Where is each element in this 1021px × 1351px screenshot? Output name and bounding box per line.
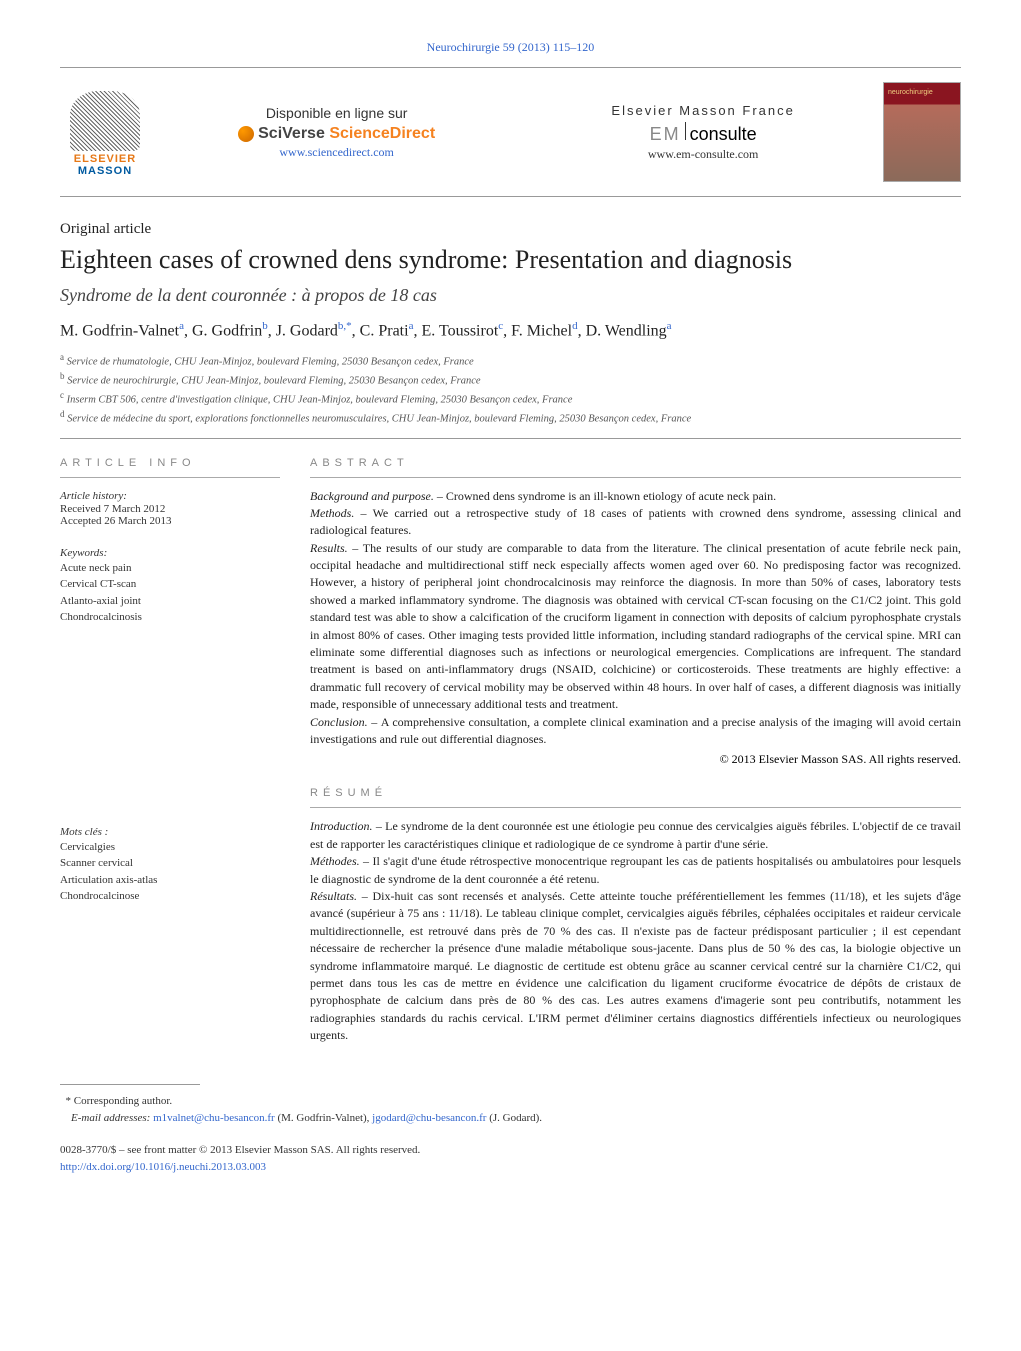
disponible-label: Disponible en ligne sur (238, 105, 435, 121)
journal-reference: Neurochirurgie 59 (2013) 115–120 (60, 40, 961, 55)
article-type: Original article (60, 221, 961, 238)
article-history: Article history: Received 7 March 2012 A… (60, 490, 280, 527)
em-label: EM (650, 124, 681, 145)
conclusion-text: A comprehensive consultation, a complete… (310, 715, 961, 746)
affiliation-d: Service de médecine du sport, exploratio… (67, 414, 691, 425)
keyword: Cervical CT-scan (60, 576, 280, 593)
abstract-body: Background and purpose. – Crowned dens s… (310, 488, 961, 749)
article-info-heading: ARTICLE INFO (60, 457, 280, 478)
elsevier-logo: ELSEVIER MASSON (60, 87, 150, 177)
author-list: M. Godfrin-Valneta, G. Godfrinb, J. Goda… (60, 320, 961, 340)
keywords-block: Keywords: Acute neck pain Cervical CT-sc… (60, 547, 280, 626)
issn-text: 0028-3770/$ – see front matter © 2013 El… (60, 1144, 420, 1156)
resume-heading: RÉSUMÉ (310, 787, 961, 808)
results-label: Results. – (310, 541, 363, 555)
history-label: Article history: (60, 490, 280, 502)
accepted-date: Accepted 26 March 2013 (60, 515, 280, 527)
motcle: Cervicalgies (60, 839, 280, 856)
motcle: Scanner cervical (60, 855, 280, 872)
elsevier-label: ELSEVIER (74, 153, 136, 165)
masson-france-label: Elsevier Masson France (611, 103, 794, 118)
methodes-label: Méthodes. – (310, 854, 372, 868)
publisher-banner: ELSEVIER MASSON Disponible en ligne sur … (60, 67, 961, 197)
article-title: Eighteen cases of crowned dens syndrome:… (60, 244, 961, 275)
masson-label: MASSON (78, 165, 132, 177)
issn-copyright-line: 0028-3770/$ – see front matter © 2013 El… (60, 1142, 961, 1175)
resultats-label: Résultats. – (310, 889, 372, 903)
keywords-label: Keywords: (60, 547, 280, 559)
methods-text: We carried out a retrospective study of … (310, 506, 961, 537)
keyword: Atlanto-axial joint (60, 593, 280, 610)
affiliation-a: Service de rhumatologie, CHU Jean-Minjoz… (67, 356, 474, 367)
abstract-copyright: © 2013 Elsevier Masson SAS. All rights r… (310, 752, 961, 767)
intro-label: Introduction. – (310, 819, 385, 833)
corresponding-author-footnote: * Corresponding author. E-mail addresses… (60, 1093, 961, 1126)
abstract-heading: ABSTRACT (310, 457, 961, 478)
sciencedirect-url[interactable]: www.sciencedirect.com (238, 145, 435, 160)
emconsulte-block: Elsevier Masson France EM consulte www.e… (611, 103, 794, 162)
background-text: Crowned dens syndrome is an ill-known et… (446, 489, 776, 503)
results-text: The results of our study are comparable … (310, 541, 961, 712)
consulte-label: consulte (690, 124, 757, 145)
affiliation-b: Service de neurochirurgie, CHU Jean-Minj… (67, 375, 480, 386)
resume-body: Introduction. – Le syndrome de la dent c… (310, 818, 961, 1044)
conclusion-label: Conclusion. – (310, 715, 381, 729)
sciencedirect-block: Disponible en ligne sur SciVerse Science… (238, 105, 435, 160)
affiliations: a Service de rhumatologie, CHU Jean-Minj… (60, 351, 961, 428)
doi-link[interactable]: http://dx.doi.org/10.1016/j.neuchi.2013.… (60, 1161, 266, 1173)
motcle: Articulation axis-atlas (60, 872, 280, 889)
intro-text: Le syndrome de la dent couronnée est une… (310, 819, 961, 850)
email-label: E-mail addresses: (71, 1112, 150, 1124)
methods-label: Methods. – (310, 506, 373, 520)
keyword: Chondrocalcinosis (60, 609, 280, 626)
divider (60, 438, 961, 439)
author-email-2-name: (J. Godard). (489, 1112, 542, 1124)
journal-cover-thumbnail (883, 82, 961, 182)
sciencedirect-label: ScienceDirect (329, 125, 435, 142)
keyword: Acute neck pain (60, 560, 280, 577)
methodes-text: Il s'agit d'une étude rétrospective mono… (310, 854, 961, 885)
em-divider-icon (685, 122, 686, 140)
received-date: Received 7 March 2012 (60, 503, 280, 515)
corresponding-label: Corresponding author. (74, 1095, 172, 1107)
motscles-label: Mots clés : (60, 826, 280, 838)
background-label: Background and purpose. – (310, 489, 446, 503)
resultats-text: Dix-huit cas sont recensés et analysés. … (310, 889, 961, 1042)
author-email-1-name: (M. Godfrin-Valnet), (277, 1112, 369, 1124)
motcle: Chondrocalcinose (60, 888, 280, 905)
affiliation-c: Inserm CBT 506, centre d'investigation c… (67, 395, 573, 406)
article-subtitle: Syndrome de la dent couronnée : à propos… (60, 285, 961, 306)
motscles-block: Mots clés : Cervicalgies Scanner cervica… (60, 826, 280, 905)
author-email-1[interactable]: m1valnet@chu-besancon.fr (153, 1112, 275, 1124)
emconsulte-url[interactable]: www.em-consulte.com (611, 147, 794, 162)
sciverse-label: SciVerse (258, 125, 325, 142)
elsevier-tree-icon (70, 91, 140, 151)
author-email-2[interactable]: jgodard@chu-besancon.fr (372, 1112, 486, 1124)
sciverse-orb-icon (238, 126, 254, 142)
footnote-divider (60, 1084, 200, 1085)
